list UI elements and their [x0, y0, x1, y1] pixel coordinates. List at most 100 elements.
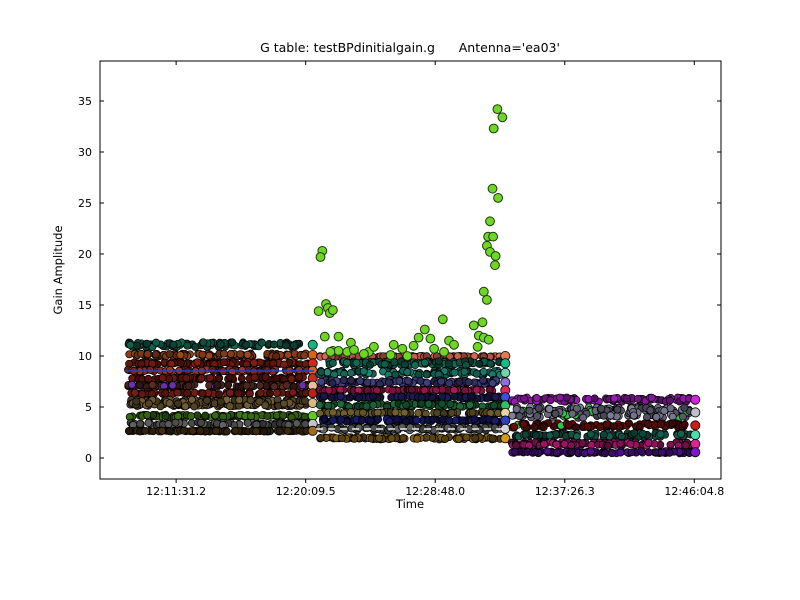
gain-point — [130, 388, 139, 397]
gain-point — [525, 406, 534, 415]
gain-point-cap — [307, 349, 318, 360]
gain-point — [586, 430, 595, 439]
y-tick-label: 10 — [78, 350, 92, 363]
gain-point — [656, 420, 665, 429]
gain-point — [450, 392, 459, 401]
gain-point — [336, 392, 345, 401]
gain-point — [610, 394, 619, 403]
gain-point — [219, 358, 228, 367]
gain-point — [678, 412, 687, 421]
y-tick-label: 35 — [78, 95, 92, 108]
gain-point — [316, 433, 325, 442]
gain-point — [539, 423, 548, 432]
gain-point — [438, 392, 447, 401]
gain-point — [416, 377, 425, 385]
gain-point — [438, 399, 446, 408]
gain-point — [543, 447, 552, 456]
gain-point — [281, 341, 290, 350]
gain-point — [530, 423, 539, 432]
gain-point — [519, 420, 528, 429]
gain-point — [466, 392, 475, 401]
gain-point — [491, 393, 500, 402]
gain-point — [483, 394, 492, 402]
gain-point — [626, 440, 635, 449]
gain-point — [224, 380, 233, 389]
gain-point — [520, 394, 529, 403]
gain-point — [319, 392, 328, 401]
gain-point — [464, 378, 473, 387]
gain-point — [363, 378, 372, 387]
gain-point — [205, 351, 214, 360]
gain-point-cap — [690, 447, 701, 458]
gain-point — [545, 431, 554, 440]
gain-point — [479, 367, 488, 376]
gain-point — [171, 418, 180, 427]
gain-point — [540, 440, 549, 449]
gain-point — [680, 420, 689, 429]
gain-point — [125, 427, 133, 435]
gain-point — [358, 416, 366, 425]
outlier-point — [315, 252, 326, 262]
gain-point — [597, 404, 606, 413]
gain-point — [256, 388, 265, 397]
gain-point — [668, 419, 677, 428]
gain-point — [198, 350, 207, 359]
gain-point — [392, 415, 401, 424]
gain-point — [226, 350, 235, 358]
gain-point — [424, 399, 433, 408]
gain-point — [287, 374, 296, 383]
gain-point — [633, 394, 642, 403]
outlier-point — [419, 324, 430, 335]
gain-point — [441, 434, 450, 443]
gain-point — [433, 408, 442, 417]
gain-point — [342, 358, 351, 367]
gain-point — [521, 430, 530, 439]
outlier-point — [437, 314, 448, 325]
gain-point — [133, 341, 141, 350]
gain-point — [488, 434, 497, 443]
gain-point — [412, 416, 421, 425]
gain-point — [421, 358, 429, 367]
gain-point — [406, 423, 415, 432]
axis-ticks: 12:11:31.2 12:20:09.5 12:28:48.0 12:37:26.3… — [78, 61, 724, 498]
gain-point — [485, 385, 494, 394]
outlier-point — [333, 346, 344, 356]
gain-point — [422, 370, 431, 379]
gain-point — [434, 357, 443, 366]
gain-point — [637, 447, 646, 456]
gain-point — [355, 423, 363, 432]
gain-point — [407, 385, 416, 394]
gain-point — [282, 381, 291, 390]
gain-point — [603, 420, 612, 429]
gain-point — [187, 412, 196, 421]
x-tick-label: 12:20:09.5 — [276, 485, 336, 498]
gain-point — [450, 368, 459, 377]
outlier-point — [483, 334, 494, 345]
gain-point — [184, 382, 193, 391]
gain-point — [231, 426, 240, 435]
gain-point — [373, 408, 382, 417]
gain-point — [222, 427, 231, 436]
gain-point — [272, 389, 281, 397]
gain-point — [560, 439, 569, 448]
gain-point — [174, 399, 183, 408]
gain-point — [181, 402, 190, 411]
gain-point — [250, 373, 259, 382]
gain-point — [438, 415, 447, 424]
gain-point — [242, 340, 251, 349]
gain-point — [423, 378, 431, 387]
outlier-point — [359, 349, 369, 359]
gain-point — [261, 373, 270, 382]
gain-point — [280, 399, 288, 408]
gain-point — [568, 409, 577, 418]
gain-point — [252, 427, 261, 436]
gain-point-cap — [307, 339, 318, 350]
gain-point — [437, 377, 446, 386]
gain-point — [369, 401, 378, 409]
gain-point — [385, 423, 394, 432]
gain-point — [142, 339, 151, 348]
gain-point — [176, 359, 185, 368]
gain-point — [301, 396, 310, 405]
gain-point — [298, 381, 307, 390]
gain-point — [462, 433, 471, 442]
